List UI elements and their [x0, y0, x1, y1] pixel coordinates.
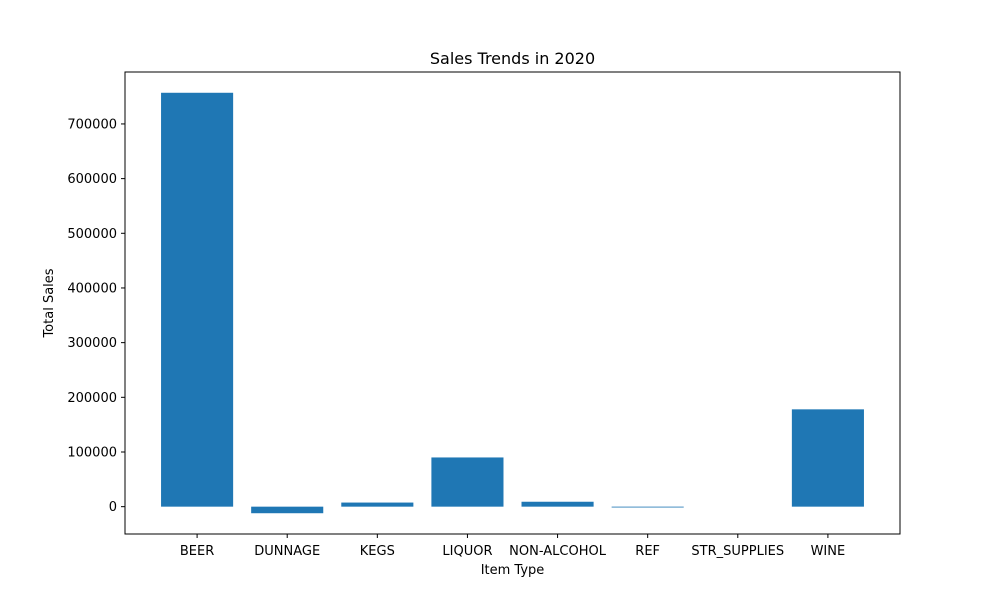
- y-axis: 0 100000 200000 300000 400000 500000 600000 700…: [67, 117, 125, 515]
- bar-ref: [611, 506, 684, 508]
- x-tick-label: NON-ALCOHOL: [509, 544, 607, 559]
- x-tick-label: KEGS: [360, 544, 395, 559]
- y-tick-label: 500000: [67, 227, 117, 242]
- x-tick-label: WINE: [811, 544, 846, 559]
- y-tick-label: 600000: [67, 172, 117, 187]
- bar-non-alcohol: [521, 501, 594, 507]
- y-tick-label: 400000: [67, 281, 117, 296]
- y-tick-label: 100000: [67, 445, 117, 460]
- bar-wine: [791, 409, 864, 507]
- x-tick-label: LIQUOR: [442, 544, 492, 559]
- bar-liquor: [431, 457, 504, 507]
- x-axis-label: Item Type: [481, 563, 545, 578]
- x-tick-label: DUNNAGE: [254, 544, 320, 559]
- x-tick-label: STR_SUPPLIES: [691, 544, 784, 559]
- bar-kegs: [341, 502, 414, 507]
- bar-beer: [161, 92, 234, 507]
- y-tick-label: 300000: [67, 336, 117, 351]
- y-tick-label: 200000: [67, 391, 117, 406]
- bars-group: [161, 92, 864, 514]
- chart-title: Sales Trends in 2020: [430, 49, 595, 68]
- x-tick-label: REF: [635, 544, 660, 559]
- y-tick-label: 700000: [67, 117, 117, 132]
- x-tick-label: BEER: [180, 544, 214, 559]
- y-tick-label: 0: [109, 500, 117, 515]
- y-axis-label: Total Sales: [42, 268, 57, 338]
- x-axis: BEER DUNNAGE KEGS LIQUOR NON-ALCOHOL REF STR_S…: [180, 534, 845, 559]
- bar-dunnage: [251, 506, 324, 514]
- plot-area-frame: [124, 71, 901, 535]
